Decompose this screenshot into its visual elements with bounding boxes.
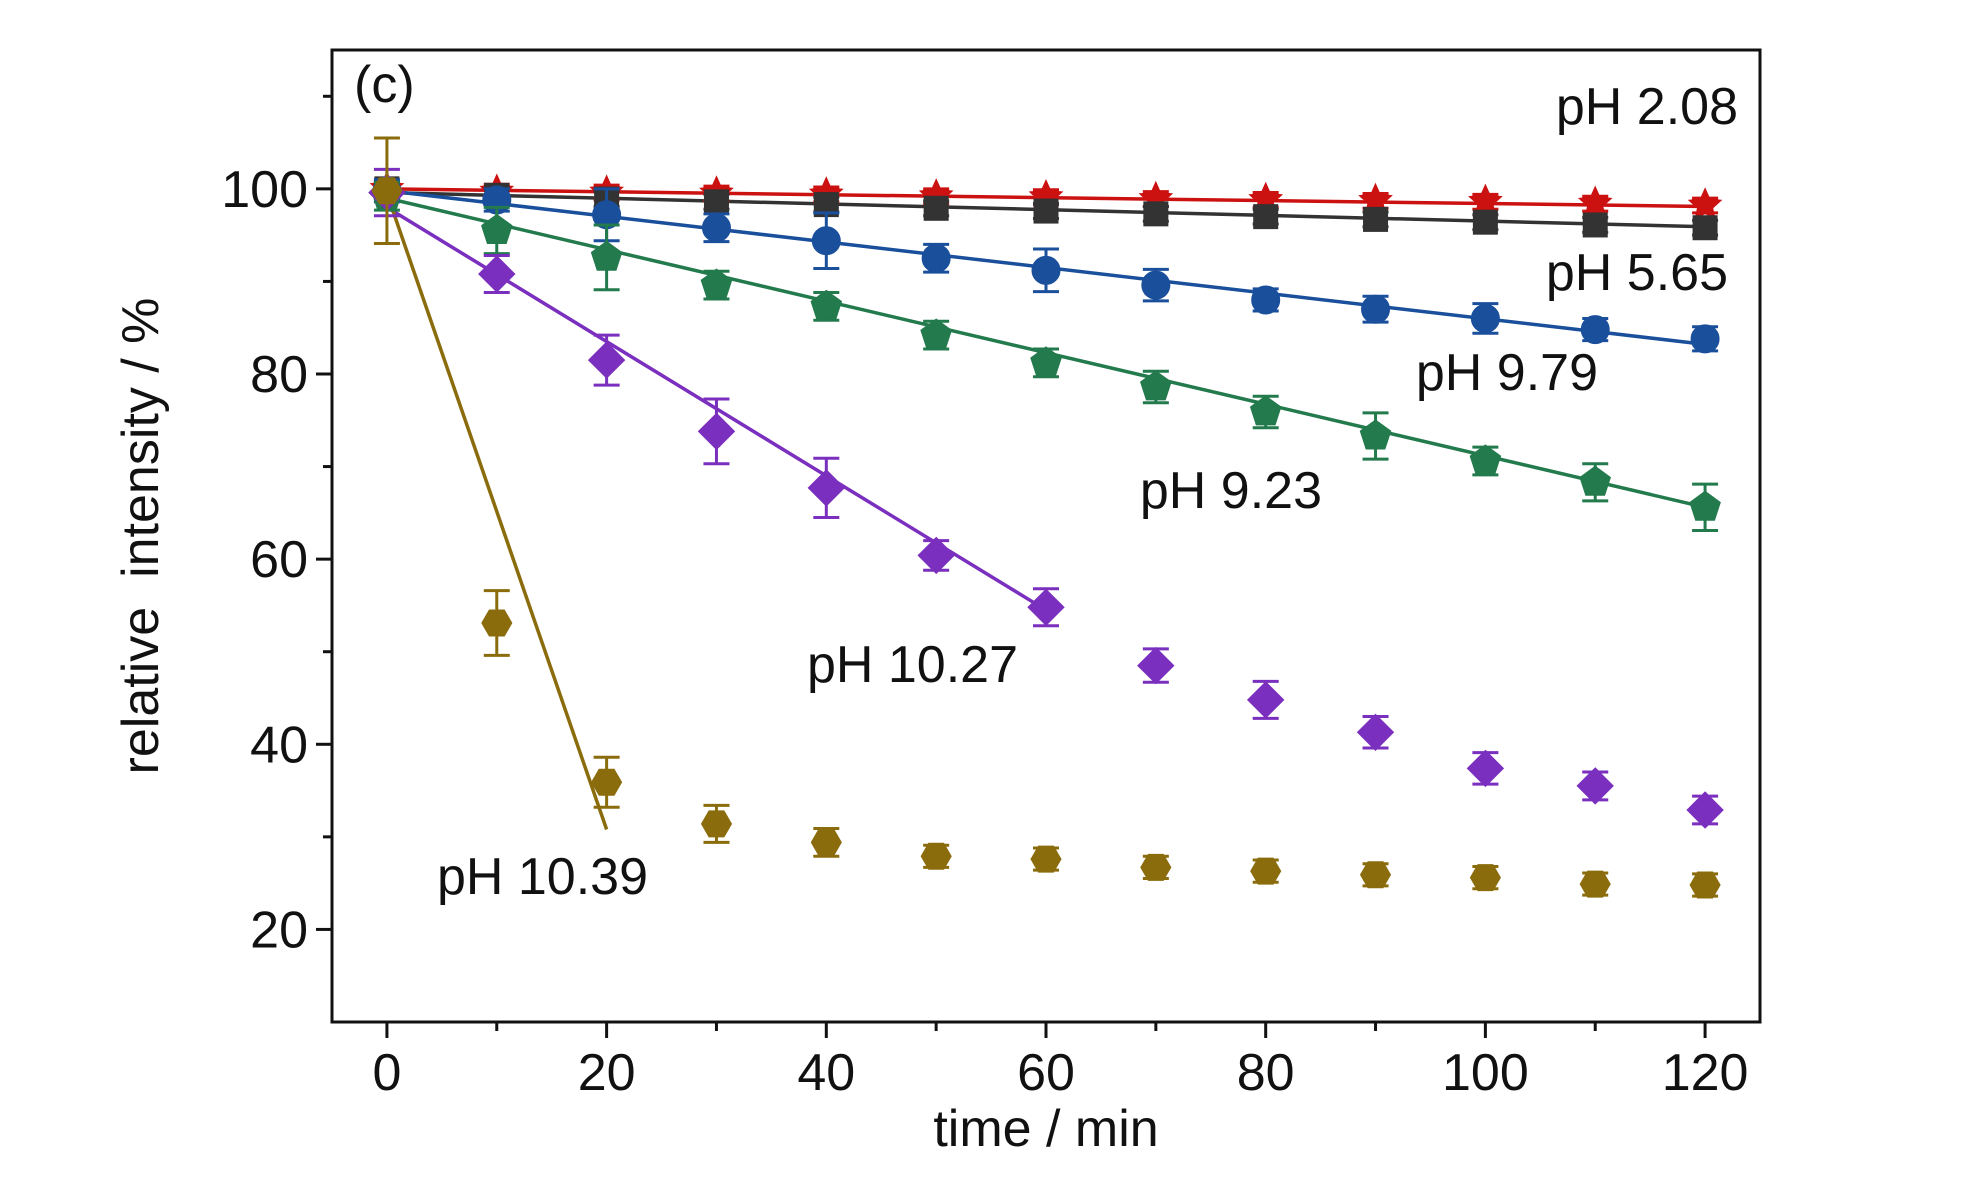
- data-point-marker: [921, 243, 951, 273]
- x-tick-label: 20: [578, 1044, 636, 1102]
- data-point-marker: [481, 213, 513, 244]
- data-point-marker: [1141, 270, 1171, 300]
- data-point-marker: [1143, 201, 1169, 227]
- y-tick-label: 60: [250, 531, 308, 589]
- data-point-marker: [1470, 303, 1500, 333]
- data-point-marker: [1689, 871, 1721, 899]
- data-points: [368, 136, 1724, 899]
- data-point-marker: [1363, 206, 1389, 232]
- data-point-marker: [1579, 870, 1611, 898]
- data-point-marker: [1361, 294, 1391, 324]
- data-point-marker: [1140, 370, 1172, 401]
- y-tick-label: 40: [250, 716, 308, 774]
- data-point-marker: [1359, 419, 1392, 450]
- series-label-ph-5-65: pH 5.65: [1546, 244, 1728, 302]
- data-point-marker: [1472, 209, 1498, 235]
- data-point-marker: [1033, 198, 1059, 224]
- series-ph-10-39: [371, 136, 1721, 899]
- data-point-marker: [481, 609, 513, 637]
- data-point-marker: [1469, 444, 1502, 475]
- data-point-marker: [920, 842, 952, 870]
- fit-line: [385, 192, 609, 831]
- data-point-marker: [807, 469, 846, 507]
- axis-ticks: 0 20 40 60 80 100 120 20 40 60 80 100: [221, 94, 1749, 1102]
- data-point-marker: [1253, 204, 1279, 230]
- data-point-marker: [1686, 791, 1724, 829]
- data-point-marker: [371, 177, 403, 205]
- y-axis-title: relative intensity / %: [112, 298, 170, 775]
- data-point-marker: [920, 318, 952, 349]
- y-tick-label: 100: [221, 161, 308, 219]
- data-point-marker: [1249, 395, 1282, 426]
- y-tick-label: 80: [250, 346, 308, 404]
- data-point-marker: [1576, 767, 1614, 805]
- data-point-marker: [700, 268, 733, 299]
- data-point-marker: [587, 341, 626, 379]
- data-point-marker: [1689, 490, 1721, 521]
- data-point-marker: [1577, 185, 1613, 219]
- data-point-marker: [700, 810, 733, 838]
- data-point-marker: [810, 289, 843, 320]
- y-tick-label: 20: [250, 901, 308, 959]
- data-point-marker: [1250, 857, 1282, 885]
- data-point-marker: [590, 240, 623, 271]
- data-point-marker: [1030, 845, 1062, 873]
- data-point-marker: [811, 226, 841, 256]
- data-point-marker: [1692, 215, 1718, 241]
- series-label-ph-10-39: pH 10.39: [437, 848, 648, 906]
- series-ph-9-79: [372, 176, 1720, 354]
- data-point-marker: [701, 213, 731, 243]
- x-tick-label: 80: [1237, 1044, 1295, 1102]
- x-axis-title: time / min: [933, 1100, 1158, 1158]
- panel-label: (c): [354, 56, 415, 114]
- data-point-marker: [1466, 749, 1505, 788]
- data-point-marker: [1582, 212, 1608, 238]
- data-point-marker: [1031, 255, 1061, 285]
- data-point-marker: [810, 828, 842, 856]
- data-point-marker: [478, 255, 516, 293]
- data-point-marker: [1137, 646, 1175, 685]
- series-label-ph-9-23: pH 9.23: [1140, 462, 1322, 520]
- data-point-marker: [1579, 465, 1611, 496]
- x-tick-label: 0: [372, 1044, 401, 1102]
- data-point-marker: [1359, 861, 1392, 889]
- data-point-marker: [1027, 588, 1065, 627]
- series-label-ph-9-79: pH 9.79: [1416, 344, 1598, 402]
- data-point-marker: [1030, 346, 1062, 377]
- data-point-marker: [1687, 187, 1723, 221]
- data-point-marker: [917, 536, 955, 575]
- series-label-ph-2-08: pH 2.08: [1556, 78, 1738, 136]
- data-point-marker: [1140, 853, 1172, 881]
- data-point-marker: [703, 189, 729, 215]
- x-tick-label: 120: [1662, 1044, 1749, 1102]
- series-label-ph-10-27: pH 10.27: [807, 636, 1018, 694]
- x-tick-label: 60: [1017, 1044, 1075, 1102]
- x-tick-label: 40: [797, 1044, 855, 1102]
- data-point-marker: [1251, 285, 1281, 315]
- data-point-marker: [1580, 315, 1610, 345]
- data-point-marker: [1356, 713, 1395, 752]
- series-ph-9-23: [371, 179, 1721, 532]
- data-point-marker: [923, 195, 949, 221]
- data-point-marker: [1246, 681, 1285, 719]
- x-tick-label: 100: [1442, 1044, 1529, 1102]
- data-point-marker: [697, 412, 736, 451]
- data-point-marker: [1690, 324, 1720, 354]
- data-point-marker: [1469, 864, 1501, 892]
- data-point-marker: [591, 768, 623, 796]
